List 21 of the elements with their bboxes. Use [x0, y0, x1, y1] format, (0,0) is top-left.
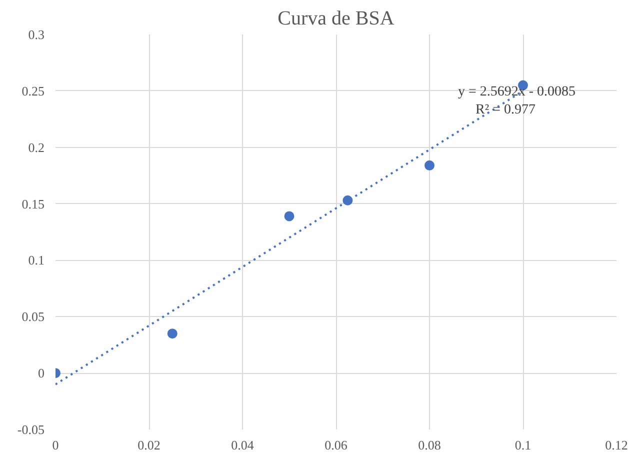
- y-tick-label: 0.15: [22, 196, 44, 212]
- y-tick-label: 0.05: [22, 309, 44, 324]
- point: [424, 160, 434, 170]
- y-tick-label: 0.1: [28, 252, 44, 268]
- y-tick-label: 0.25: [22, 83, 44, 98]
- y-tick-label: 0.2: [28, 140, 44, 155]
- x-tick-label: 0.12: [605, 438, 628, 452]
- point: [167, 328, 178, 339]
- x-tick-label: 0.06: [324, 438, 348, 452]
- annotation: R² = 0.977: [476, 102, 536, 118]
- x-tick-label: 0.04: [231, 438, 254, 452]
- x-tick-label: 0.08: [418, 438, 441, 452]
- annotation: y = 2.5692x - 0.0085: [458, 84, 576, 100]
- chart-title: Curva de BSA: [278, 8, 395, 30]
- x-tick-label: 0: [52, 438, 59, 452]
- x-tick-label: 0.02: [138, 438, 160, 452]
- y-tick-label: 0.3: [28, 27, 44, 42]
- x-tick-label: 0.1: [514, 438, 532, 452]
- y-tick-label: -0.05: [17, 422, 45, 437]
- point: [284, 211, 294, 222]
- y-tick-label: 0: [38, 366, 44, 381]
